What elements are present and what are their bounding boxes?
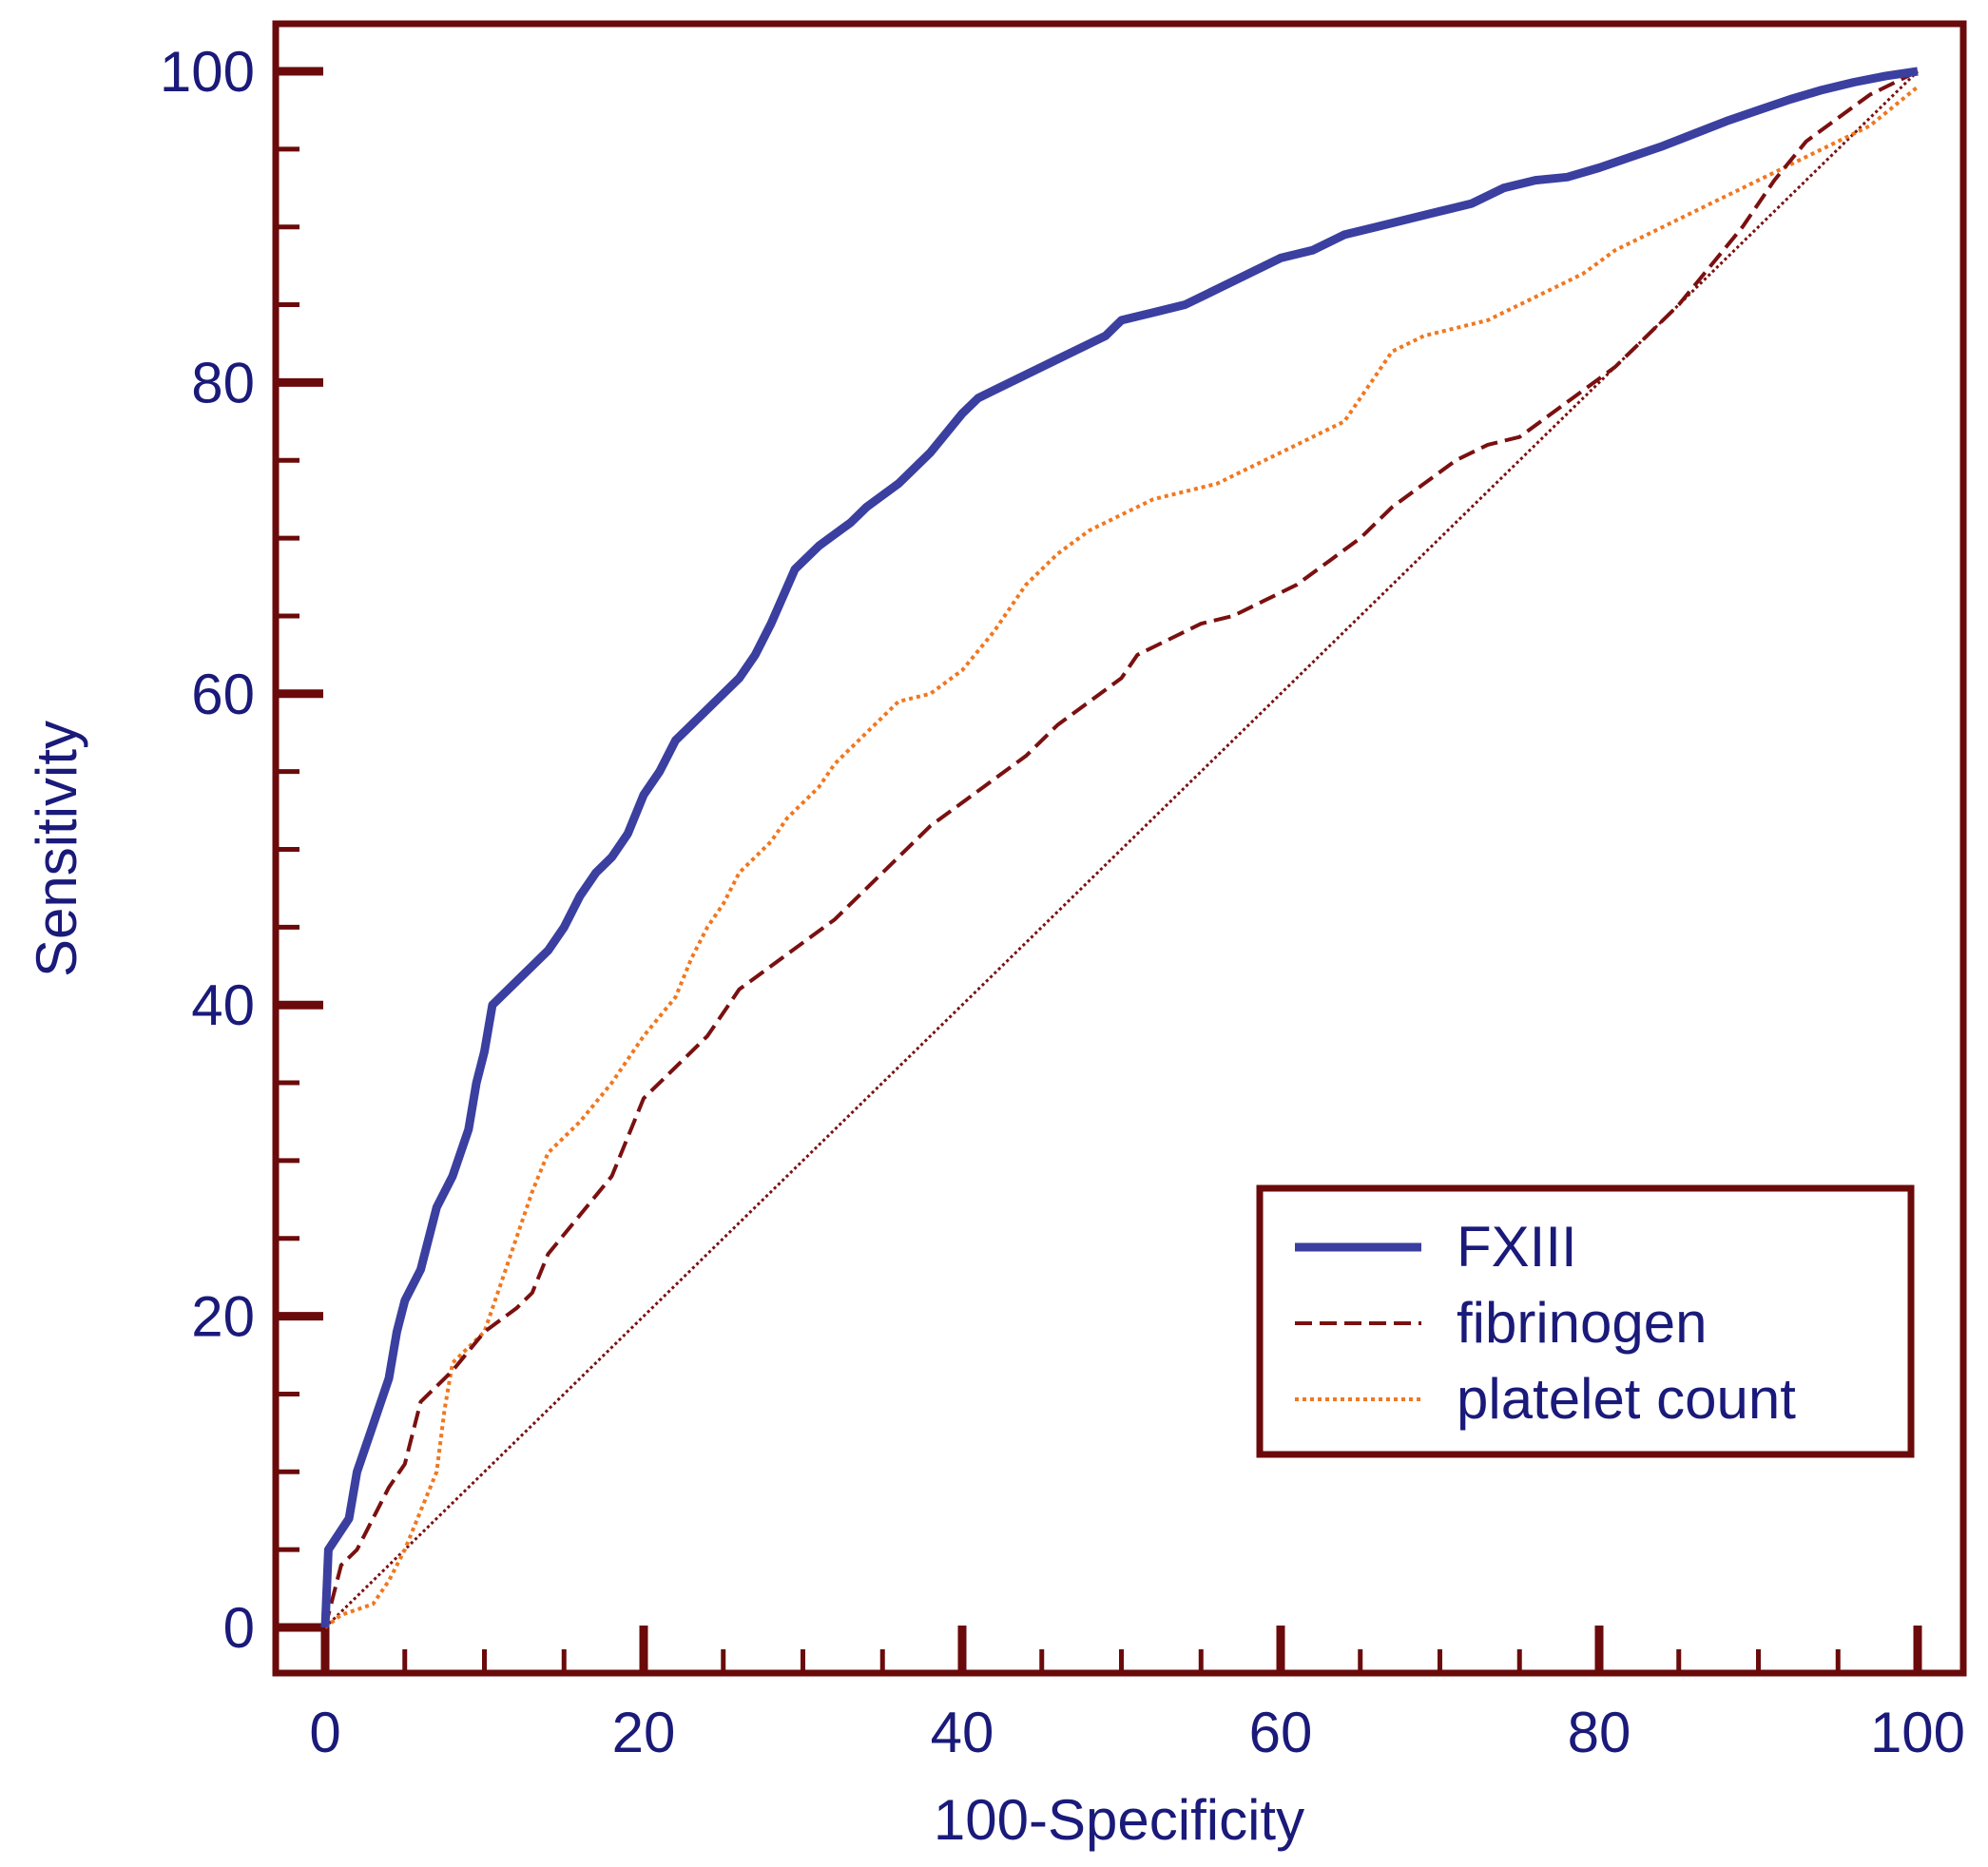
x-tick-label: 80 <box>1568 1701 1631 1764</box>
x-tick-label: 0 <box>309 1701 340 1764</box>
axes: 0 20 40 60 80 100 0 20 40 60 80 100 <box>160 40 1965 1764</box>
legend: FXIII fibrinogen platelet count <box>1256 1184 1915 1458</box>
x-tick-label: 60 <box>1249 1701 1313 1764</box>
series-line-platelet-count <box>323 85 1920 1629</box>
legend-box <box>1256 1184 1915 1458</box>
y-tick-label: 0 <box>223 1596 255 1660</box>
x-tick-label: 20 <box>612 1701 676 1764</box>
y-tick-label: 60 <box>191 663 255 726</box>
series-line-fxiii <box>320 67 1919 1628</box>
series-layer <box>320 67 1920 1629</box>
legend-label-platelet-count: platelet count <box>1457 1367 1796 1431</box>
y-tick-label: 20 <box>191 1285 255 1349</box>
x-axis-title: 100-Specificity <box>934 1788 1304 1852</box>
y-tick-label: 100 <box>160 40 255 104</box>
series-line-fibrinogen <box>323 69 1919 1628</box>
x-tick-label: 100 <box>1870 1701 1965 1764</box>
y-tick-label: 40 <box>191 973 255 1037</box>
x-tick-label: 40 <box>931 1701 994 1764</box>
y-tick-label: 80 <box>191 351 255 414</box>
y-axis-title: Sensitivity <box>25 721 88 977</box>
legend-label-fxiii: FXIII <box>1457 1215 1577 1279</box>
legend-label-fibrinogen: fibrinogen <box>1457 1291 1708 1355</box>
